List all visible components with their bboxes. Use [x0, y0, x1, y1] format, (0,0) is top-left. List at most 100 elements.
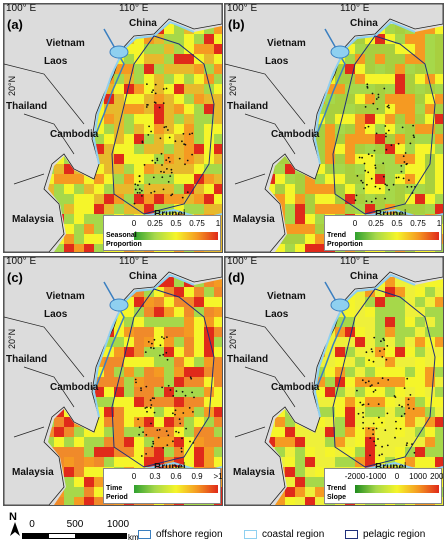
map-canvas — [225, 257, 443, 505]
legend-title-line1: Seasonal — [106, 232, 137, 239]
legend-tick: 0.5 — [170, 219, 182, 228]
lon-110-label: 110° E — [340, 3, 370, 14]
legend-tick: -2000 — [344, 472, 366, 481]
legend-title-line2: Proportion — [106, 241, 142, 248]
map-panel-c: 100° E 110° E 20°N (c) China Vietnam Lao… — [3, 256, 223, 506]
legend-tick: 0.75 — [410, 219, 426, 228]
lon-100-label: 100° E — [6, 256, 37, 267]
panel-label: (a) — [7, 17, 23, 32]
legend-label: pelagic region — [363, 528, 426, 540]
legend-tick: 0.9 — [191, 472, 203, 481]
map-panel-a: 100° E 110° E 20°N (a) China Vietnam Lao… — [3, 3, 223, 253]
panel-label: (c) — [7, 270, 23, 285]
legend-tick: >1 — [213, 472, 223, 481]
label-vietnam: Vietnam — [267, 291, 306, 302]
label-vietnam: Vietnam — [46, 38, 85, 49]
map-panel-d: 100° E 110° E 20°N (d) China Vietnam Lao… — [224, 256, 444, 506]
color-legend: 0 0.25 0.5 0.75 1 Trend Proportion — [324, 215, 442, 251]
panel-label: (d) — [228, 270, 245, 285]
north-arrow-icon — [10, 522, 20, 536]
legend-tick: 0 — [352, 219, 358, 228]
legend-tick: 0 — [394, 472, 400, 481]
label-laos: Laos — [44, 309, 68, 320]
legend-tick: -1000 — [365, 472, 387, 481]
legend-pelagic-region: pelagic region — [345, 527, 425, 541]
label-brunei: Brunei — [375, 209, 407, 220]
legend-colorbar — [355, 232, 439, 240]
legend-tick: 1 — [215, 219, 221, 228]
legend-tick: 0.3 — [149, 472, 161, 481]
pelagic-swatch — [345, 529, 358, 539]
label-cambodia: Cambodia — [50, 382, 99, 393]
label-cambodia: Cambodia — [50, 129, 99, 140]
label-china: China — [350, 18, 378, 29]
scale-label-0: 0 — [29, 519, 35, 530]
color-legend: 0 0.25 0.5 0.75 1 Seasonal Proportion — [103, 215, 221, 251]
legend-tick: 1000 — [409, 472, 427, 481]
legend-title-line1: Trend — [327, 232, 347, 239]
label-thailand: Thailand — [6, 354, 48, 365]
legend-tick: 1 — [436, 219, 442, 228]
legend-title-line1: Time — [106, 485, 123, 492]
map-panel-b: 100° E 110° E 20°N (b) China Vietnam Lao… — [224, 3, 444, 253]
label-malaysia: Malaysia — [12, 467, 54, 478]
label-malaysia: Malaysia — [12, 214, 54, 225]
north-label: N — [9, 511, 17, 523]
label-china: China — [129, 18, 157, 29]
label-china: China — [350, 271, 378, 282]
scale-label-500: 500 — [66, 519, 84, 530]
label-thailand: Thailand — [227, 354, 269, 365]
label-brunei: Brunei — [154, 209, 186, 220]
label-cambodia: Cambodia — [271, 382, 320, 393]
panel-label: (b) — [228, 17, 245, 32]
lon-100-label: 100° E — [6, 3, 37, 14]
legend-title-line1: Trend — [327, 485, 347, 492]
label-laos: Laos — [44, 56, 68, 67]
label-thailand: Thailand — [6, 101, 48, 112]
lon-100-label: 100° E — [227, 3, 258, 14]
scale-bar — [22, 533, 127, 539]
legend-tick: 0 — [131, 472, 137, 481]
lat-20-label: 20°N — [7, 328, 17, 349]
label-vietnam: Vietnam — [267, 38, 306, 49]
scale-label-1000: 1000 — [106, 519, 130, 530]
coastal-swatch — [244, 529, 257, 539]
lon-110-label: 110° E — [119, 256, 149, 267]
offshore-swatch — [138, 529, 151, 539]
legend-colorbar — [134, 232, 218, 240]
lat-20-label: 20°N — [228, 75, 238, 96]
legend-offshore-region: offshore region — [138, 527, 223, 541]
lon-110-label: 110° E — [340, 256, 370, 267]
legend-label: coastal region — [262, 528, 325, 540]
label-laos: Laos — [265, 56, 289, 67]
legend-title-line2: Slope — [327, 494, 347, 501]
lat-20-label: 20°N — [228, 328, 238, 349]
label-malaysia: Malaysia — [233, 214, 275, 225]
legend-coastal-region: coastal region — [244, 527, 324, 541]
scale-unit: km — [128, 533, 139, 542]
label-brunei: Brunei — [154, 462, 186, 473]
color-legend: -2000-1000 0 10002000 Trend Slope — [324, 468, 444, 504]
legend-tick: 0.25 — [368, 219, 384, 228]
label-brunei: Brunei — [375, 462, 407, 473]
label-vietnam: Vietnam — [46, 291, 85, 302]
legend-tick: 0 — [131, 219, 137, 228]
legend-colorbar — [355, 485, 439, 493]
lon-100-label: 100° E — [227, 256, 258, 267]
color-legend: 0 0.3 0.6 0.9 >1 Time Period — [103, 468, 223, 504]
lat-20-label: 20°N — [7, 75, 17, 96]
label-thailand: Thailand — [227, 101, 269, 112]
label-malaysia: Malaysia — [233, 467, 275, 478]
label-cambodia: Cambodia — [271, 129, 320, 140]
legend-colorbar — [134, 485, 218, 493]
legend-label: offshore region — [156, 528, 223, 540]
label-laos: Laos — [265, 309, 289, 320]
lon-110-label: 110° E — [119, 3, 149, 14]
legend-tick: 0.25 — [147, 219, 163, 228]
map-canvas — [4, 257, 222, 505]
legend-tick: 2000 — [430, 472, 444, 481]
legend-title-line2: Proportion — [327, 241, 363, 248]
legend-tick: 0.75 — [189, 219, 205, 228]
label-china: China — [129, 271, 157, 282]
legend-tick: 0.5 — [391, 219, 403, 228]
